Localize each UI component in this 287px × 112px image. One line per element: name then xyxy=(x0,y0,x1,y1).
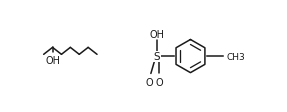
Text: OH: OH xyxy=(45,55,60,65)
Text: O: O xyxy=(146,78,153,87)
Text: OH: OH xyxy=(149,30,164,40)
Text: S: S xyxy=(154,52,160,61)
Text: CH3: CH3 xyxy=(226,52,245,61)
Text: O: O xyxy=(156,78,163,87)
